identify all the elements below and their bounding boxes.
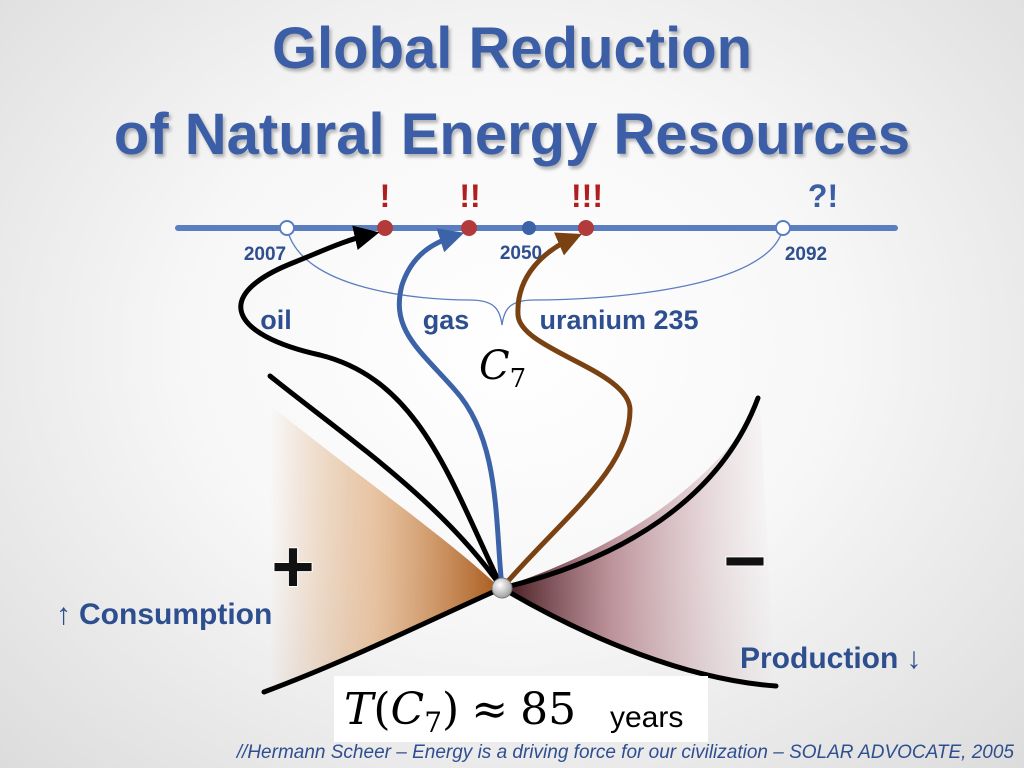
label-uranium-235: uranium 235 <box>539 305 698 335</box>
timeline-node-2092 <box>775 220 791 236</box>
timeline-node-2007 <box>279 220 295 236</box>
gas-depletion-dot <box>461 220 477 236</box>
uranium-arrow <box>499 232 633 591</box>
consumption-curve-lower <box>261 585 505 695</box>
arrow-down-icon: ↓ <box>906 642 921 675</box>
oil-arrow <box>238 225 505 591</box>
title-line-2: of Natural Energy Resources <box>113 102 911 167</box>
citation: //Hermann Scheer – Energy is a driving f… <box>236 742 1014 763</box>
mark-oil: ! <box>380 178 391 214</box>
c7-letter: C <box>479 343 510 389</box>
formula-box <box>334 676 708 742</box>
c7-subscript: 7 <box>510 364 527 394</box>
mark-uranium: !!! <box>571 178 603 214</box>
timeline-node-2050 <box>522 221 536 235</box>
arrow-up-icon: ↑ <box>56 598 71 631</box>
formula-unit: years <box>610 701 683 734</box>
oil-depletion-dot <box>377 220 393 236</box>
convergence-node <box>491 577 513 599</box>
plus-sign: + <box>271 525 314 608</box>
label-oil: oil <box>260 305 292 335</box>
mark-end: ?! <box>808 178 838 214</box>
title-line-1: Global Reduction <box>271 16 753 81</box>
year-2092: 2092 <box>785 244 827 265</box>
year-2050: 2050 <box>500 243 542 264</box>
production-label: Production ↓ <box>740 642 921 675</box>
mark-gas: !! <box>459 178 480 214</box>
uranium-depletion-dot <box>578 220 594 236</box>
production-text: Production <box>740 642 898 675</box>
production-wedge <box>500 405 775 690</box>
production-curve-lower <box>499 585 779 689</box>
formula: T(C7) ≈85 <box>344 684 576 739</box>
minus-sign: − <box>723 519 766 602</box>
gas-arrow <box>396 228 505 591</box>
consumption-wedge <box>270 405 500 690</box>
timeline-brace <box>286 227 784 326</box>
consumption-curve-upper <box>267 373 505 591</box>
year-2007: 2007 <box>244 244 286 265</box>
label-gas: gas <box>423 305 470 335</box>
consumption-text: Consumption <box>79 598 272 631</box>
consumption-label: ↑ Consumption <box>56 598 272 631</box>
c7-label: C7 <box>479 343 526 394</box>
production-curve-upper <box>499 395 761 591</box>
